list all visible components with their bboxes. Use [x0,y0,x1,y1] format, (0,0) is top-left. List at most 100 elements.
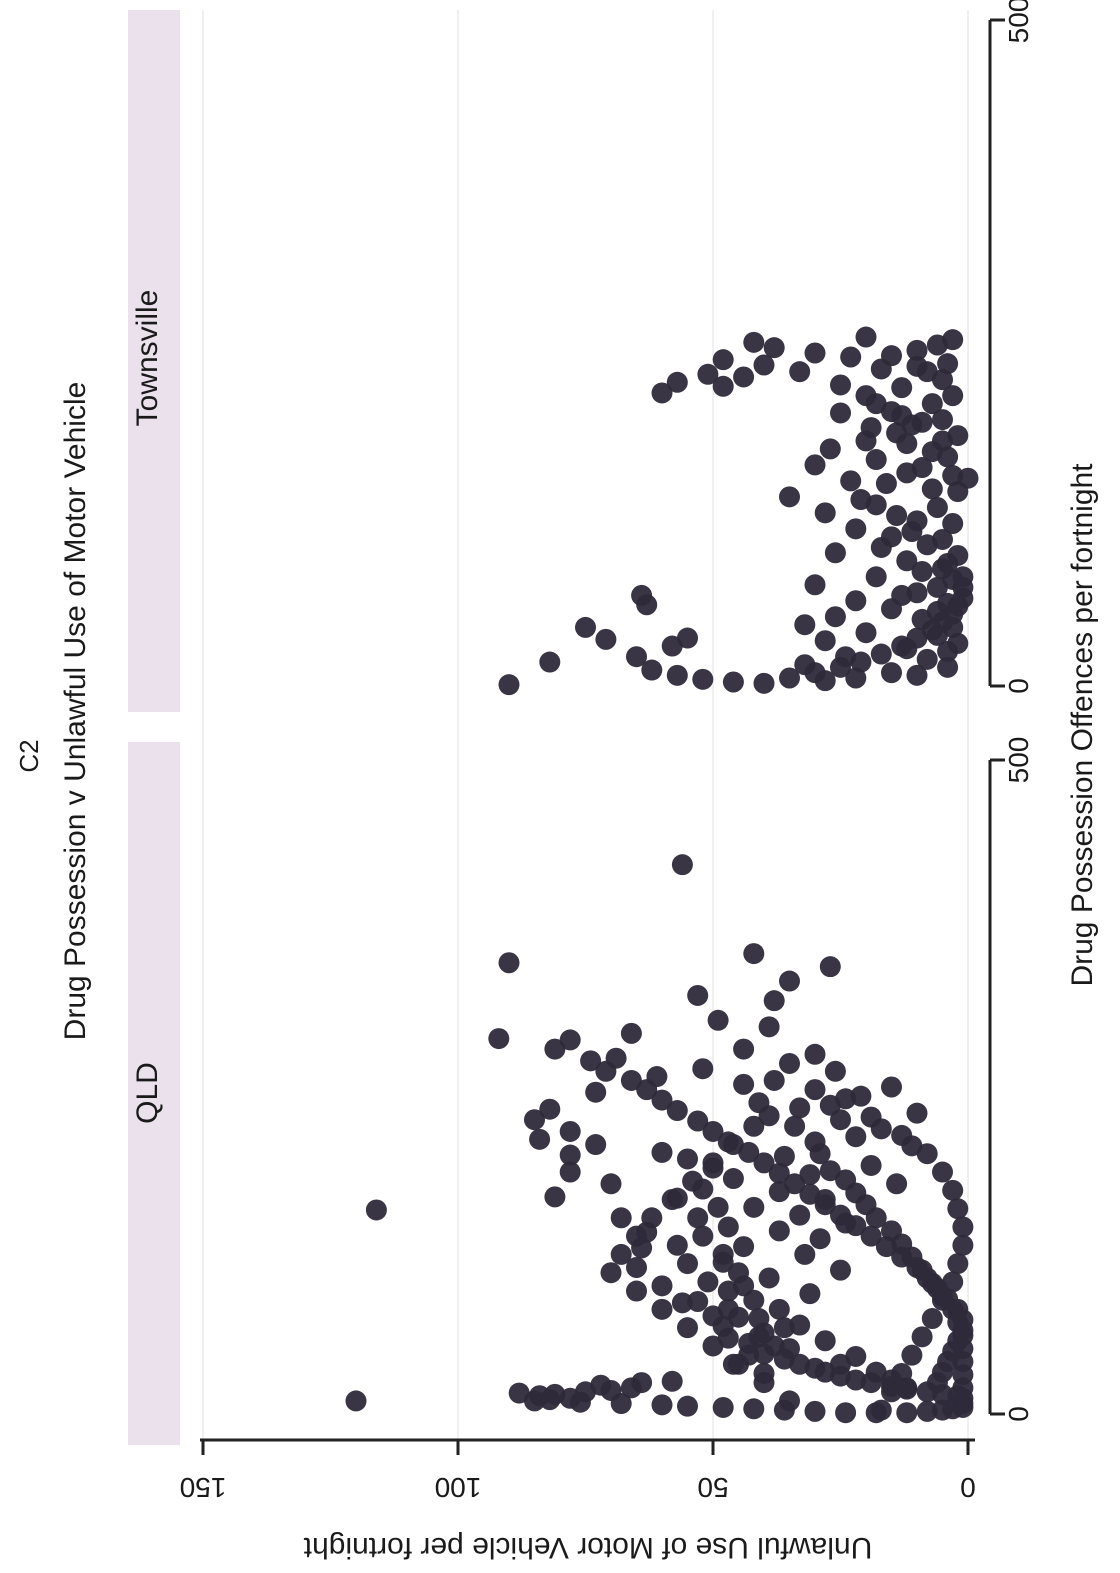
data-point [636,1079,658,1101]
data-point [916,1400,938,1422]
data-point [717,1280,739,1302]
data-point [932,1161,953,1183]
plot-area [128,10,1005,1455]
data-point [600,1173,622,1195]
data-point [850,489,872,511]
data-point [763,990,785,1012]
data-point [814,1330,836,1352]
data-point [789,1204,811,1226]
data-point [799,1183,821,1205]
data-point [743,1196,765,1218]
data-point [779,1390,800,1412]
data-point [784,1173,806,1195]
data-point [891,584,913,606]
data-point [794,654,816,676]
data-point [921,478,943,500]
y-tick-label: 0 [960,1472,976,1503]
data-point [722,671,744,693]
x-tick-label: 0 [1003,1406,1034,1422]
data-point [779,1052,800,1074]
data-point [717,1298,739,1320]
data-point [590,1374,612,1396]
data-point [743,943,765,965]
data-point [901,520,923,542]
data-point [911,411,933,433]
data-point [544,1038,566,1060]
data-point [937,592,959,614]
data-point [809,1228,831,1250]
data-point [498,674,520,696]
data-point [932,1289,953,1311]
data-point [345,1390,367,1412]
data-point [779,970,800,992]
data-point [916,361,938,383]
data-point [870,536,892,558]
data-point [575,616,596,638]
data-point [595,628,617,650]
data-point [651,1141,673,1163]
data-point [600,1262,622,1284]
data-point [539,651,561,673]
data-point [702,1120,724,1142]
x-tick-label: 500 [1003,0,1034,43]
data-point [712,1396,734,1418]
data-point [728,1353,749,1375]
data-point [875,1236,897,1258]
data-point [728,1262,749,1284]
data-point [743,1289,765,1311]
data-point [921,393,943,415]
data-point [804,1043,826,1065]
data-point [682,1170,704,1192]
data-point [845,1215,867,1237]
data-point [687,1110,709,1132]
data-point [784,1115,806,1137]
data-point [677,1395,698,1417]
data-point [661,1188,683,1210]
data-point [559,1144,581,1166]
data-point [886,505,908,527]
data-point [860,417,882,439]
data-point [804,454,826,476]
data-point [942,1398,964,1420]
data-point [901,1344,923,1366]
data-point [911,560,933,582]
data-point [824,606,846,628]
x-axis-label: Drug Possession Offences per fortnight [1066,463,1099,987]
data-point [692,1058,714,1080]
data-point [896,638,918,660]
data-point [524,1390,545,1412]
data-point [947,1198,969,1220]
data-point [937,656,959,678]
data-point [743,1115,765,1137]
data-point [768,1298,790,1320]
data-point [641,659,663,681]
data-point [524,1109,545,1131]
data-point [687,1207,709,1229]
data-point [845,667,867,689]
data-point [758,1105,780,1127]
data-point [906,1102,928,1124]
data-point [666,1234,688,1256]
data-point [937,353,959,375]
data-point [804,342,826,364]
data-point [835,1088,857,1110]
data-point [799,1164,821,1186]
data-point [881,1076,902,1098]
data-point [722,1168,744,1190]
data-point [865,1207,887,1229]
data-point [544,1186,566,1208]
data-point [855,326,877,348]
data-point [911,1326,933,1348]
data-point [636,594,658,616]
data-point [824,1060,846,1082]
data-point [692,1225,714,1247]
data-point [539,1389,561,1411]
data-point [896,1402,918,1424]
data-point [891,1246,913,1268]
data-points [345,326,979,1424]
data-point [707,1009,729,1031]
data-point [610,1207,632,1229]
data-point [870,1399,892,1421]
data-point [814,630,836,652]
